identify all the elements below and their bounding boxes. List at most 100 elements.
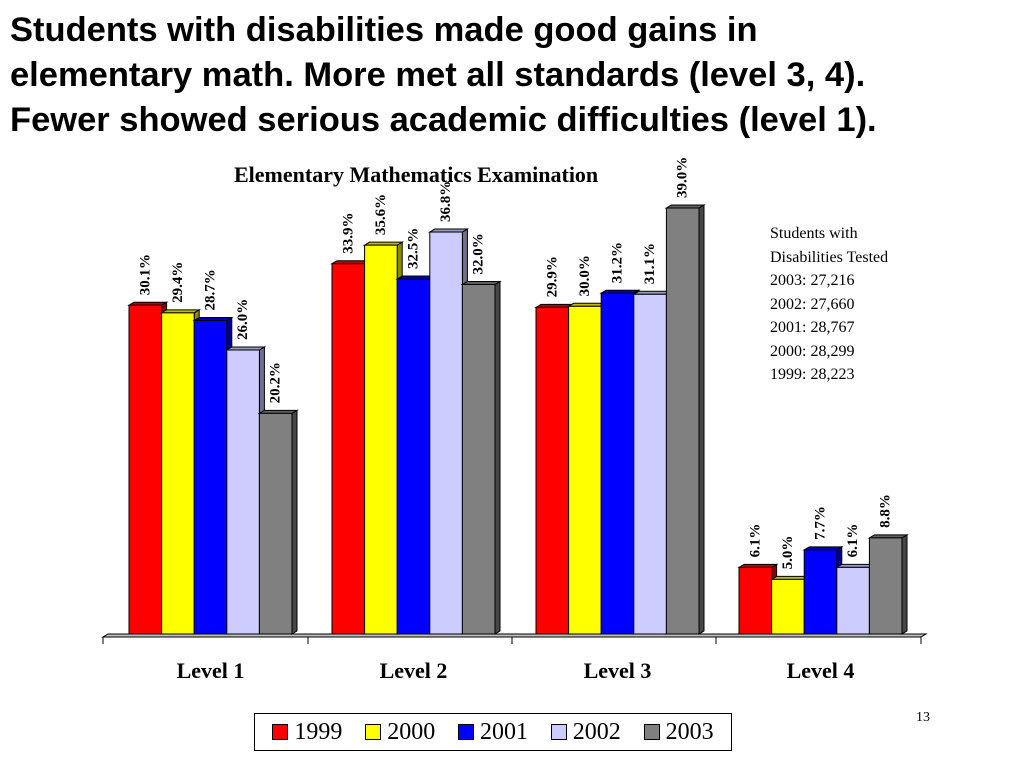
bar-front — [161, 312, 195, 635]
bar-side — [901, 533, 908, 635]
bar-front — [836, 566, 870, 635]
bar-side — [698, 204, 705, 635]
bar-front — [568, 305, 602, 635]
headline-line: Students with disabilities made good gai… — [10, 11, 758, 49]
bar-front — [535, 306, 570, 635]
bar-1999-level-4 — [737, 563, 779, 635]
headline-line: Fewer showed serious academic difficulti… — [10, 101, 877, 139]
legend-swatch — [643, 724, 660, 740]
bar-side — [291, 409, 298, 635]
bar-front — [600, 292, 635, 635]
note-line: 2002: 27,660 — [770, 295, 855, 313]
legend-label: 2000 — [387, 718, 436, 745]
data-label: 35.6% — [373, 194, 389, 235]
data-label: 20.2% — [268, 362, 284, 403]
bar-2003-level-3 — [664, 204, 706, 635]
bar-side — [494, 280, 501, 635]
category-label: Level 2 — [380, 658, 448, 683]
bar-2002-level-3 — [631, 290, 674, 635]
category-label: Level 1 — [177, 658, 245, 683]
bar-front — [429, 231, 463, 635]
legend-item-2001: 2001 — [457, 718, 528, 746]
bar-2001-level-1 — [192, 316, 234, 635]
page-number: 13 — [916, 710, 930, 725]
bar-2001-level-3 — [599, 289, 641, 635]
bar-front — [665, 207, 700, 635]
bar-front — [226, 349, 260, 635]
bar-2000-level-2 — [362, 241, 405, 635]
bar-2000-level-3 — [566, 302, 609, 635]
chart-title: Elementary Mathematics Examination — [234, 162, 599, 187]
bar-1999-level-1 — [127, 301, 169, 635]
data-label: 29.9% — [544, 256, 560, 297]
bar-2003-level-1 — [257, 409, 299, 635]
legend-swatch — [550, 724, 567, 740]
data-label: 31.1% — [642, 243, 658, 284]
bar-front — [868, 537, 903, 635]
note-line: 2003: 27,216 — [770, 272, 855, 289]
data-label: 30.1% — [137, 254, 153, 295]
bar-1999-level-3 — [534, 303, 576, 635]
bar-front — [461, 283, 496, 635]
data-label: 5.0% — [780, 536, 796, 570]
bar-front — [396, 278, 431, 635]
bar-2001-level-2 — [395, 275, 437, 635]
bar-front — [331, 263, 366, 635]
data-label: 26.0% — [235, 299, 251, 340]
data-label: 6.1% — [747, 524, 763, 558]
bar-2002-level-1 — [224, 346, 267, 635]
note-line: 2000: 28,299 — [770, 342, 855, 360]
tested-counts-note: Students with Disabilities Tested 2003: … — [770, 222, 888, 387]
note-line: 1999: 28,223 — [770, 366, 855, 383]
data-label: 33.9% — [340, 212, 356, 253]
legend-swatch — [457, 724, 474, 740]
bar-front — [128, 304, 163, 635]
data-label: 39.0% — [675, 157, 691, 198]
data-label: 31.2% — [610, 242, 626, 283]
data-label: 32.5% — [406, 228, 422, 269]
data-label: 30.0% — [577, 255, 593, 296]
legend-label: 2002 — [572, 718, 621, 745]
legend-swatch — [272, 724, 289, 740]
legend-swatch — [365, 724, 382, 740]
bar-front — [193, 320, 228, 635]
bar-front — [803, 549, 838, 635]
bar-1999-level-2 — [330, 259, 372, 635]
bar-front — [258, 412, 293, 635]
legend-item-2003: 2003 — [643, 718, 714, 746]
category-label: Level 4 — [787, 658, 855, 683]
bar-2003-level-2 — [460, 280, 502, 635]
data-label: 32.0% — [471, 233, 487, 274]
data-label: 29.4% — [170, 262, 186, 303]
data-label: 8.8% — [878, 494, 894, 528]
note-line: 2001: 28,767 — [770, 319, 855, 336]
legend-item-2000: 2000 — [365, 719, 435, 746]
legend-label: 2003 — [665, 718, 714, 745]
bar-2000-level-4 — [769, 575, 812, 635]
data-label: 36.8% — [438, 181, 454, 222]
slide-headline: Students with disabilities made good gai… — [10, 8, 1015, 143]
chart-legend: 1999 2000 2001 2002 2003 — [254, 713, 732, 751]
data-label: 28.7% — [203, 269, 219, 310]
category-label: Level 3 — [584, 658, 652, 683]
bar-2001-level-4 — [802, 546, 844, 635]
data-label: 7.7% — [813, 506, 829, 540]
bar-front — [771, 578, 805, 635]
legend-label: 1999 — [294, 718, 343, 745]
bar-2003-level-4 — [867, 533, 909, 635]
bar-front — [364, 244, 398, 635]
legend-item-1999: 1999 — [272, 719, 342, 746]
bar-2000-level-1 — [159, 308, 202, 635]
legend-item-2002: 2002 — [550, 718, 621, 746]
bar-2002-level-2 — [427, 228, 470, 635]
legend-label: 2001 — [479, 718, 528, 745]
bar-2002-level-4 — [834, 563, 877, 635]
bar-front — [738, 566, 773, 635]
data-label: 6.1% — [845, 524, 861, 558]
headline-line: elementary math. More met all standards … — [10, 56, 866, 94]
note-line: Students with — [770, 225, 858, 242]
bar-front — [633, 293, 667, 635]
note-line: Disabilities Tested — [770, 248, 889, 266]
